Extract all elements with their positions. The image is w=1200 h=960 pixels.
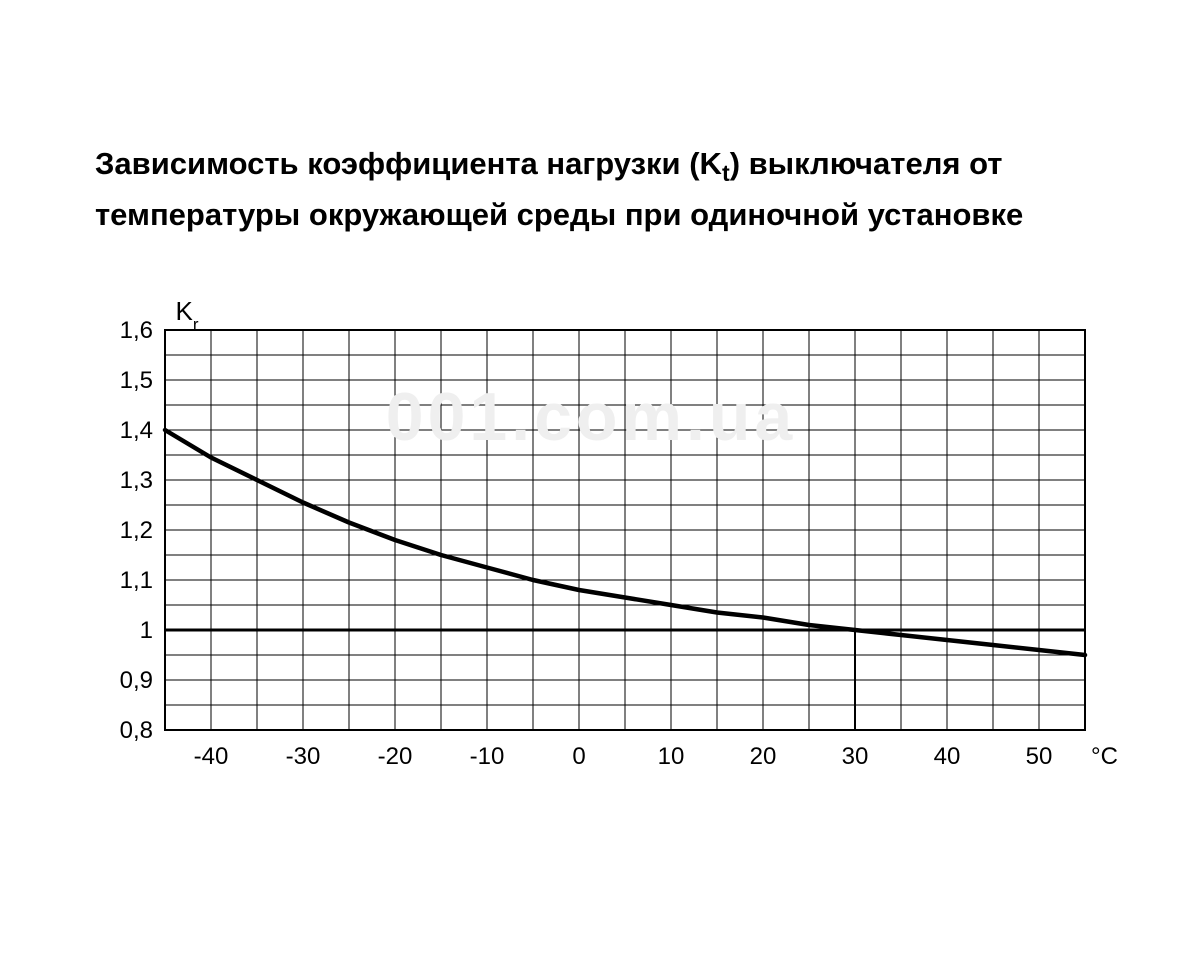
y-tick-label: 1,5 — [120, 367, 153, 394]
y-tick-label: 1,4 — [120, 417, 153, 444]
x-tick-label: 50 — [1026, 743, 1053, 770]
y-tick-label: 1,3 — [120, 467, 153, 494]
title-line2: температуры окружающей среды при одиночн… — [95, 197, 1023, 232]
x-tick-label: -20 — [378, 743, 413, 770]
x-tick-label: -30 — [286, 743, 321, 770]
y-tick-label: 1,6 — [120, 317, 153, 344]
y-tick-label: 1 — [140, 617, 153, 644]
y-tick-label: 1,2 — [120, 517, 153, 544]
x-tick-label: -40 — [194, 743, 229, 770]
x-tick-label: 20 — [750, 743, 777, 770]
line-chart: 0,80,911,11,21,31,41,51,6Kr-40-30-20-100… — [95, 300, 1125, 820]
y-tick-label: 0,9 — [120, 667, 153, 694]
x-tick-label: 0 — [572, 743, 585, 770]
page: Зависимость коэффициента нагрузки (Kt) в… — [0, 0, 1200, 960]
x-tick-label: 10 — [658, 743, 685, 770]
x-tick-label: -10 — [470, 743, 505, 770]
y-tick-label: 1,1 — [120, 567, 153, 594]
grid — [165, 330, 1085, 730]
title-sub: t — [722, 160, 730, 186]
y-axis-title: Kr — [176, 300, 199, 334]
chart-area: 001.com.ua 0,80,911,11,21,31,41,51,6Kr-4… — [95, 300, 1125, 820]
title-line1a: Зависимость коэффициента нагрузки (K — [95, 146, 722, 181]
chart-title: Зависимость коэффициента нагрузки (Kt) в… — [95, 140, 1105, 239]
x-tick-label: 30 — [842, 743, 869, 770]
x-tick-label: 40 — [934, 743, 961, 770]
title-line1b: ) выключателя от — [730, 146, 1003, 181]
x-axis-unit: °C — [1091, 743, 1118, 770]
y-tick-label: 0,8 — [120, 717, 153, 744]
